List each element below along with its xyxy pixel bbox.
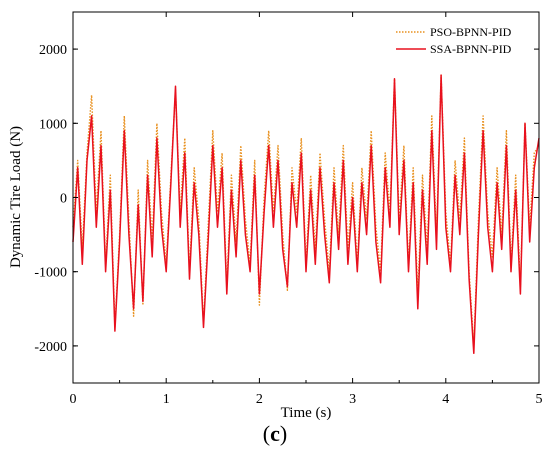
chart: 0 1 2 3 4 5 -2000 -1000 0 1000 2000 PSO-BPNN-PID SS… [8, 11, 543, 420]
legend-label-2: SSA-BPNN-PID [430, 42, 512, 56]
y-tick-label: 0 [60, 192, 67, 207]
ticks-layer: 0 1 2 3 4 5 -2000 -1000 0 1000 2000 [34, 12, 543, 407]
series-layer [72, 74, 540, 355]
series-line-1 [72, 74, 540, 347]
series-line-2 [72, 74, 540, 355]
x-tick-label: 3 [349, 392, 356, 407]
x-tick-label: 5 [536, 392, 543, 407]
legend-label-1: PSO-BPNN-PID [430, 25, 512, 39]
y-tick-label: -1000 [34, 266, 67, 281]
legend: PSO-BPNN-PID SSA-BPNN-PID [396, 25, 512, 56]
x-axis-title: Time (s) [281, 405, 332, 420]
y-tick-label: 1000 [39, 117, 67, 132]
x-tick-label: 1 [163, 392, 170, 407]
panel-label-close: ) [279, 421, 288, 446]
panel-label-letter: c [270, 421, 280, 446]
x-tick-label: 2 [256, 392, 263, 407]
plot-frame [72, 11, 540, 384]
panel-label-open: ( [262, 421, 271, 446]
y-tick-label: 2000 [39, 43, 67, 58]
x-tick-label: 0 [70, 392, 77, 407]
x-tick-label: 4 [442, 392, 449, 407]
y-tick-label: -2000 [34, 340, 67, 355]
y-axis-title: Dynamic Tire Load (N) [8, 126, 24, 268]
panel-label: (c) [0, 421, 550, 447]
